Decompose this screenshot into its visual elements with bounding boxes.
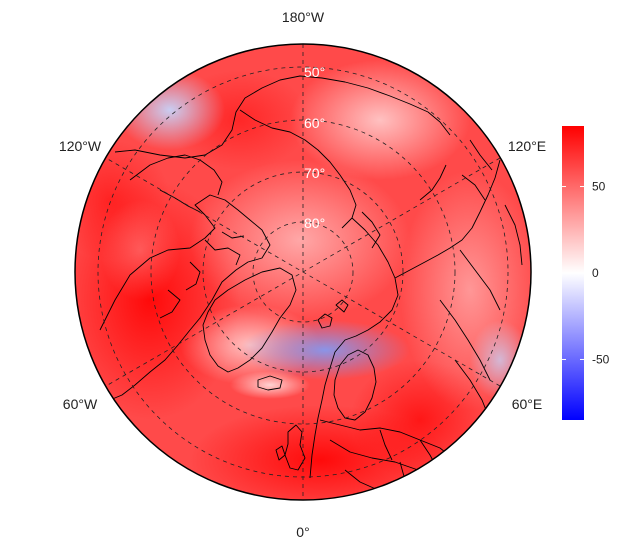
lon-label-120e: 120°E xyxy=(508,138,546,154)
lat-label-80: 80° xyxy=(304,215,325,231)
graticule xyxy=(97,44,509,500)
eurasia-coast xyxy=(309,217,399,479)
colorbar-ticks: 50 0 -50 xyxy=(562,180,610,366)
british-isles-coast xyxy=(275,424,306,471)
alaska-siberia-coast xyxy=(114,75,451,159)
colorbar-gradient xyxy=(562,126,584,420)
lon-label-120w: 120°W xyxy=(59,138,102,154)
lat-circle-70 xyxy=(202,171,404,373)
colorbar-tick-label: 50 xyxy=(592,180,606,194)
lat-label-70: 70° xyxy=(304,165,325,181)
lon-label-60e: 60°E xyxy=(512,396,543,412)
lat-label-60: 60° xyxy=(304,115,325,131)
north-america-coast xyxy=(99,194,271,401)
colorbar-tick-label: -50 xyxy=(592,352,610,366)
greenland-coast xyxy=(202,267,297,373)
lon-label-180w: 180°W xyxy=(282,9,325,25)
map-boundary xyxy=(74,43,532,501)
scandinavia-coast xyxy=(333,349,377,421)
coastlines xyxy=(99,75,523,496)
lon-label-60w: 60°W xyxy=(63,396,98,412)
iceland-coast xyxy=(257,375,283,391)
anomaly-field xyxy=(75,44,531,500)
lon-label-0: 0° xyxy=(296,524,309,540)
lat-label-50: 50° xyxy=(304,64,325,80)
colorbar-tick-label: 0 xyxy=(592,266,599,280)
colorbar: 50 0 -50 xyxy=(562,126,610,420)
meridian-120e-60w xyxy=(105,157,501,387)
